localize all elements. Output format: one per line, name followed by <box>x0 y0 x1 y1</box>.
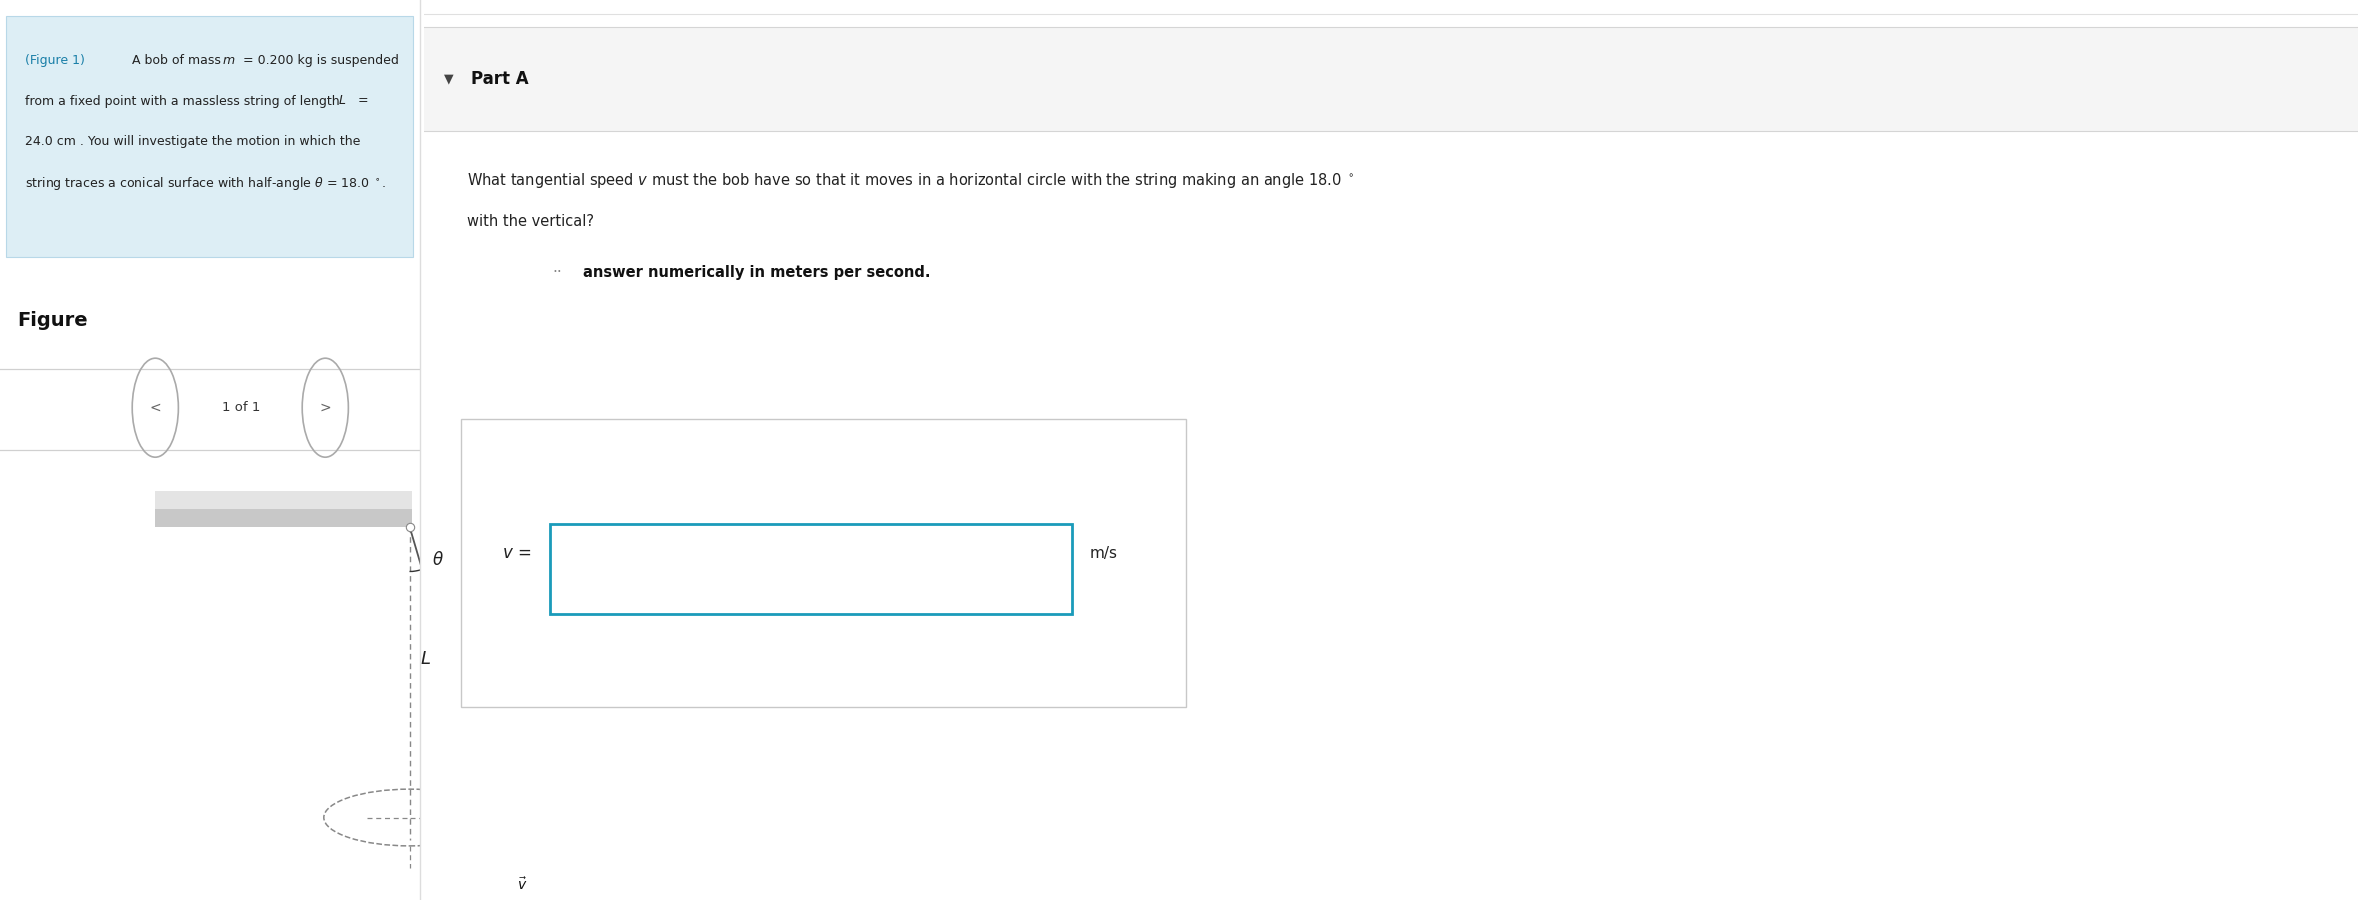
Text: with the vertical?: with the vertical? <box>467 214 594 230</box>
Text: Figure: Figure <box>17 310 87 329</box>
Text: 24.0 cm . You will investigate the motion in which the: 24.0 cm . You will investigate the motio… <box>26 135 361 148</box>
Text: What tangential speed $v$ must the bob have so that it moves in a horizontal cir: What tangential speed $v$ must the bob h… <box>467 171 1353 190</box>
FancyBboxPatch shape <box>156 491 413 508</box>
Text: from a fixed point with a massless string of length: from a fixed point with a massless strin… <box>26 94 344 107</box>
Text: $v$ =: $v$ = <box>502 544 531 562</box>
Text: (Figure 1): (Figure 1) <box>26 54 85 67</box>
FancyBboxPatch shape <box>462 418 1186 706</box>
Text: ▼: ▼ <box>443 73 453 86</box>
Text: $\vec{v}$: $\vec{v}$ <box>516 876 526 893</box>
Text: m/s: m/s <box>1089 546 1118 561</box>
FancyBboxPatch shape <box>156 491 413 526</box>
Text: $m$: $m$ <box>222 54 236 67</box>
Text: Part A: Part A <box>472 70 528 88</box>
Text: answer numerically in meters per second.: answer numerically in meters per second. <box>582 265 931 280</box>
Text: ··: ·· <box>552 265 561 280</box>
Text: = 0.200 kg is suspended: = 0.200 kg is suspended <box>243 54 399 67</box>
Text: A bob of mass: A bob of mass <box>132 54 224 67</box>
Text: $L$: $L$ <box>337 94 347 107</box>
Text: $L$: $L$ <box>420 650 432 668</box>
FancyBboxPatch shape <box>424 27 2358 130</box>
Text: <: < <box>149 400 160 415</box>
Text: >: > <box>318 400 330 415</box>
Text: string traces a conical surface with half-angle $\theta$ = 18.0 $^\circ$.: string traces a conical surface with hal… <box>26 176 387 193</box>
Text: m: m <box>488 811 502 824</box>
Text: 1 of 1: 1 of 1 <box>222 401 259 414</box>
FancyBboxPatch shape <box>7 16 413 256</box>
Text: =: = <box>358 94 368 107</box>
Text: $\theta$: $\theta$ <box>432 551 443 569</box>
FancyBboxPatch shape <box>549 524 1073 614</box>
Circle shape <box>479 798 512 836</box>
